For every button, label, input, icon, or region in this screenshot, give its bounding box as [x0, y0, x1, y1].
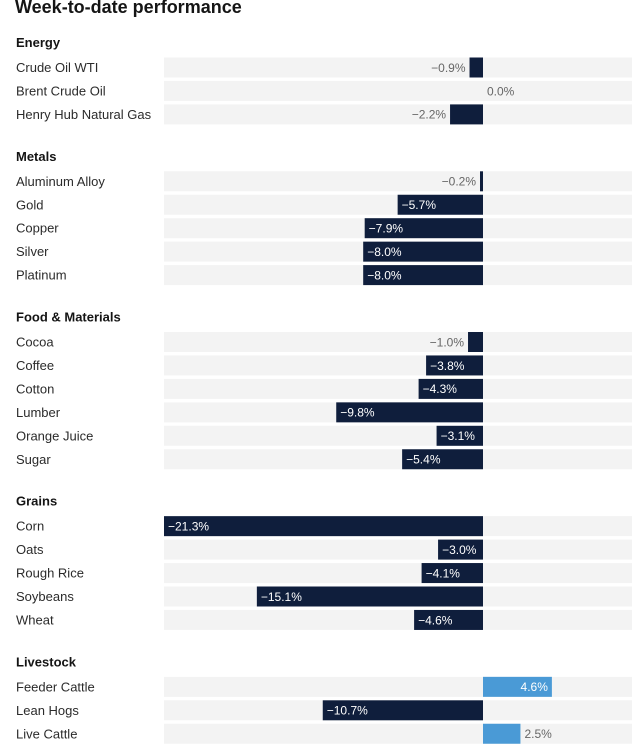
- bar: [450, 104, 483, 125]
- bar: [483, 723, 521, 744]
- value-label: −7.9%: [369, 222, 404, 236]
- row-label: Coffee: [16, 358, 54, 373]
- row-label: Feeder Cattle: [16, 679, 95, 694]
- row-label: Crude Oil WTI: [16, 60, 98, 75]
- value-label: −5.4%: [406, 453, 441, 467]
- bar: [322, 700, 483, 721]
- value-label: 4.6%: [521, 680, 549, 694]
- row-label: Brent Crude Oil: [16, 83, 106, 98]
- group-label: Energy: [16, 35, 61, 50]
- bar: [414, 609, 483, 630]
- value-label: −4.1%: [426, 566, 461, 580]
- row-label: Cotton: [16, 381, 54, 396]
- bar: [363, 265, 483, 286]
- value-label: −3.1%: [441, 429, 476, 443]
- row-background: [164, 539, 632, 560]
- group-label: Food & Materials: [16, 310, 121, 325]
- row-label: Lean Hogs: [16, 703, 79, 718]
- row-background: [164, 425, 632, 446]
- row-background: [164, 332, 632, 352]
- row-label: Gold: [16, 197, 43, 212]
- value-label: −3.8%: [430, 359, 465, 373]
- bar: [421, 563, 483, 584]
- bar: [469, 57, 483, 78]
- row-label: Sugar: [16, 452, 51, 467]
- row-label: Soybeans: [16, 589, 74, 604]
- value-label: −4.3%: [423, 382, 458, 396]
- row-label: Wheat: [16, 612, 54, 627]
- bar: [436, 425, 483, 446]
- row-label: Live Cattle: [16, 726, 77, 741]
- row-label: Aluminum Alloy: [16, 174, 105, 189]
- group-label: Livestock: [16, 654, 77, 669]
- row-label: Cocoa: [16, 335, 54, 350]
- row-background: [164, 378, 632, 399]
- bar: [426, 355, 483, 376]
- row-background: [164, 57, 632, 78]
- bar: [256, 586, 483, 607]
- row-background: [164, 171, 632, 192]
- bar: [438, 539, 483, 560]
- value-label: −2.2%: [412, 108, 447, 122]
- value-label: −4.6%: [418, 613, 453, 627]
- value-label: −3.0%: [442, 543, 477, 557]
- row-background: [164, 104, 632, 125]
- row-label: Corn: [16, 519, 44, 534]
- bar: [363, 241, 483, 262]
- row-label: Orange Juice: [16, 428, 93, 443]
- row-label: Copper: [16, 221, 59, 236]
- value-label: −10.7%: [327, 704, 368, 718]
- value-label: −9.8%: [340, 406, 375, 420]
- row-background: [164, 80, 632, 101]
- group-label: Grains: [16, 494, 57, 509]
- row-label: Lumber: [16, 405, 61, 420]
- row-background: [164, 676, 632, 697]
- value-label: −0.9%: [431, 61, 466, 75]
- bar: [418, 378, 483, 399]
- value-label: −0.2%: [442, 175, 477, 189]
- row-label: Platinum: [16, 268, 67, 283]
- row-label: Henry Hub Natural Gas: [16, 107, 152, 122]
- value-label: −15.1%: [261, 590, 302, 604]
- bar: [483, 676, 552, 697]
- row-label: Oats: [16, 542, 44, 557]
- bar: [397, 194, 483, 215]
- value-label: −1.0%: [430, 335, 465, 349]
- bar: [164, 516, 483, 537]
- row-label: Silver: [16, 244, 49, 259]
- group-label: Metals: [16, 149, 56, 164]
- value-label: −8.0%: [367, 268, 402, 282]
- row-background: [164, 563, 632, 584]
- bar: [480, 171, 483, 192]
- row-label: Rough Rice: [16, 566, 84, 581]
- value-label: −5.7%: [402, 198, 437, 212]
- bar: [402, 449, 483, 470]
- row-background: [164, 449, 632, 470]
- value-label: 0.0%: [487, 84, 515, 98]
- bar: [336, 402, 483, 423]
- row-background: [164, 723, 632, 744]
- value-label: −21.3%: [168, 519, 209, 533]
- value-label: 2.5%: [524, 727, 552, 741]
- bar: [364, 218, 483, 239]
- chart-title: Week-to-date performance: [15, 0, 242, 17]
- value-label: −8.0%: [367, 245, 402, 259]
- row-background: [164, 609, 632, 630]
- bar: [468, 332, 483, 352]
- row-background: [164, 355, 632, 376]
